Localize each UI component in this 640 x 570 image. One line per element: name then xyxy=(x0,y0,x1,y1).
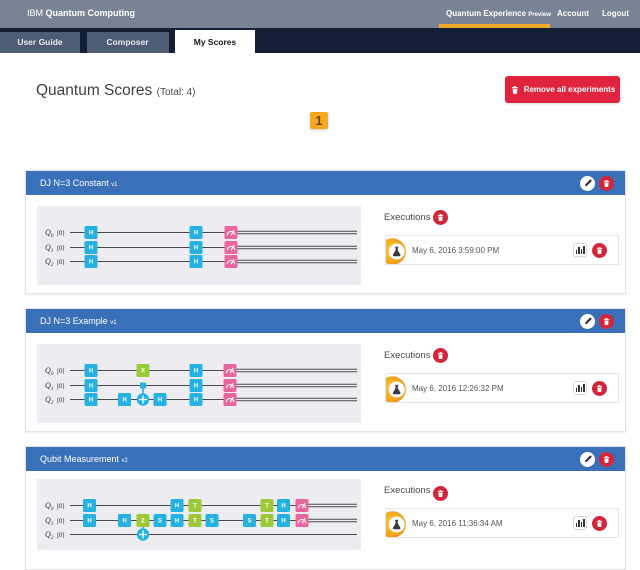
svg-text:H: H xyxy=(281,519,285,525)
svg-text:|0⟩: |0⟩ xyxy=(57,244,65,252)
svg-text:T: T xyxy=(265,504,269,510)
svg-text:H: H xyxy=(122,398,126,404)
svg-text:|0⟩: |0⟩ xyxy=(57,531,65,539)
svg-text:H: H xyxy=(89,369,93,375)
svg-text:H: H xyxy=(89,260,93,266)
svg-text:H: H xyxy=(281,504,285,510)
svg-text:Q0: Q0 xyxy=(45,501,54,512)
svg-text:T: T xyxy=(265,519,269,525)
svg-text:|0⟩: |0⟩ xyxy=(57,517,65,525)
svg-text:Q2: Q2 xyxy=(45,257,54,268)
svg-text:H: H xyxy=(194,260,198,266)
svg-text:H: H xyxy=(89,398,93,404)
svg-text:S: S xyxy=(158,519,162,525)
svg-text:Q1: Q1 xyxy=(45,381,54,392)
svg-text:H: H xyxy=(175,504,179,510)
svg-text:T: T xyxy=(193,519,197,525)
svg-text:T: T xyxy=(193,504,197,510)
svg-text:H: H xyxy=(89,246,93,252)
svg-text:H: H xyxy=(194,384,198,390)
svg-text:X: X xyxy=(141,369,145,375)
svg-text:|0⟩: |0⟩ xyxy=(57,258,65,266)
svg-text:H: H xyxy=(89,231,93,237)
svg-text:|0⟩: |0⟩ xyxy=(57,229,65,237)
svg-text:H: H xyxy=(175,519,179,525)
svg-text:Q0: Q0 xyxy=(45,366,54,377)
svg-text:H: H xyxy=(194,246,198,252)
svg-text:S: S xyxy=(210,519,214,525)
svg-text:H: H xyxy=(158,398,162,404)
svg-text:H: H xyxy=(122,519,126,525)
svg-text:|0⟩: |0⟩ xyxy=(57,396,65,404)
svg-text:H: H xyxy=(194,398,198,404)
svg-text:H: H xyxy=(194,231,198,237)
svg-text:Q1: Q1 xyxy=(45,516,54,527)
svg-text:Q2: Q2 xyxy=(45,395,54,406)
svg-text:Q1: Q1 xyxy=(45,243,54,254)
svg-text:|0⟩: |0⟩ xyxy=(57,502,65,510)
svg-text:H: H xyxy=(89,384,93,390)
svg-text:|0⟩: |0⟩ xyxy=(57,382,65,390)
svg-text:|0⟩: |0⟩ xyxy=(57,367,65,375)
svg-text:Q0: Q0 xyxy=(45,228,54,239)
svg-text:S: S xyxy=(247,519,251,525)
svg-text:Q2: Q2 xyxy=(45,530,54,541)
svg-text:H: H xyxy=(194,369,198,375)
svg-text:Z: Z xyxy=(141,519,145,525)
svg-text:H: H xyxy=(87,519,91,525)
svg-text:H: H xyxy=(87,504,91,510)
